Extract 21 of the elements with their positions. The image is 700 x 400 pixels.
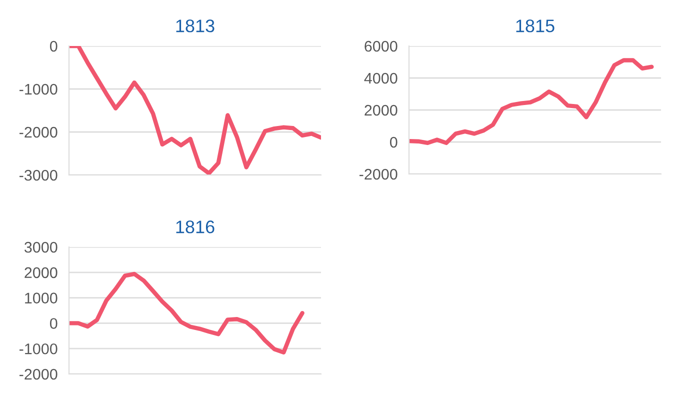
y-tick-label: 0 <box>50 40 58 52</box>
y-tick-label: -2000 <box>359 168 398 180</box>
chart-title: 1816 <box>176 220 214 234</box>
y-tick-label: -2000 <box>19 126 58 138</box>
y-tick-label: 1000 <box>25 292 58 304</box>
y-tick-label: 2000 <box>24 267 58 278</box>
y-tick-label: -3000 <box>19 170 58 181</box>
chart-title: 1813 <box>176 20 214 32</box>
y-tick-label: -2000 <box>19 368 58 380</box>
line-series <box>69 272 304 354</box>
y-tick-label: 4000 <box>364 72 398 84</box>
y-tick-label: -1000 <box>19 343 58 354</box>
y-tick-label: 2000 <box>364 104 398 116</box>
y-tick-label: 0 <box>50 318 58 329</box>
line-series <box>69 46 321 175</box>
y-tick-label: 6000 <box>364 40 398 52</box>
y-tick-label: 3000 <box>24 242 58 253</box>
y-tick-label: 0 <box>390 136 398 148</box>
y-tick-label: -1000 <box>19 84 58 95</box>
line-series <box>409 58 654 146</box>
chart-title: 1815 <box>516 20 554 32</box>
